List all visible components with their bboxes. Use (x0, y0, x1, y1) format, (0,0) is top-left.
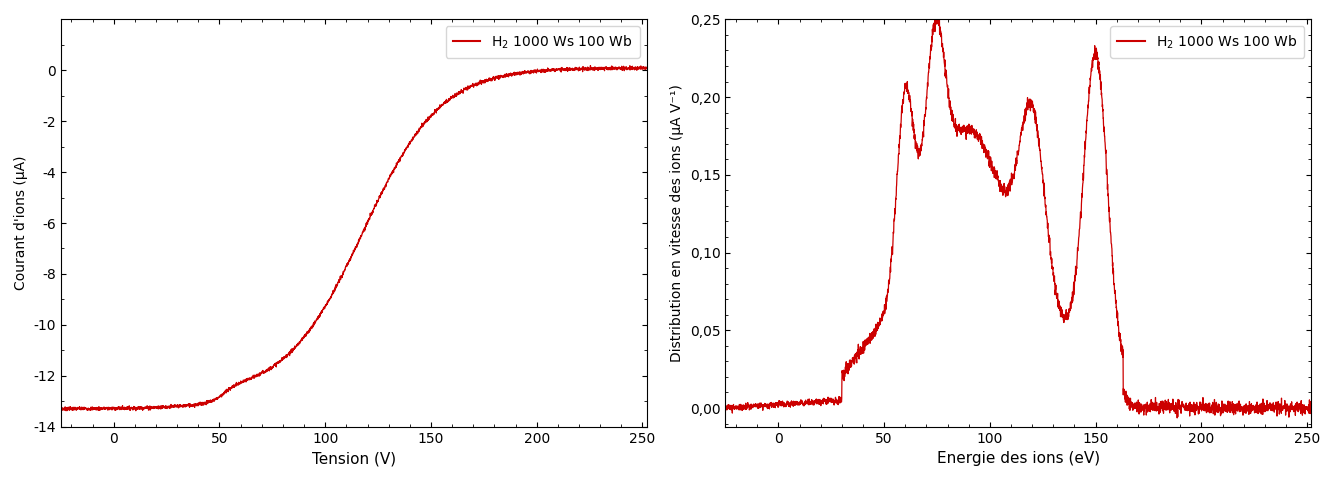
Y-axis label: Distribution en vitesse des ions (μA V⁻¹): Distribution en vitesse des ions (μA V⁻¹… (670, 84, 685, 362)
Legend: H$_2$ 1000 Ws 100 Wb: H$_2$ 1000 Ws 100 Wb (446, 26, 639, 58)
Y-axis label: Courant d'ions (μA): Courant d'ions (μA) (13, 156, 28, 290)
X-axis label: Tension (V): Tension (V) (311, 451, 395, 466)
Legend: H$_2$ 1000 Ws 100 Wb: H$_2$ 1000 Ws 100 Wb (1111, 26, 1304, 58)
X-axis label: Energie des ions (eV): Energie des ions (eV) (937, 451, 1100, 466)
